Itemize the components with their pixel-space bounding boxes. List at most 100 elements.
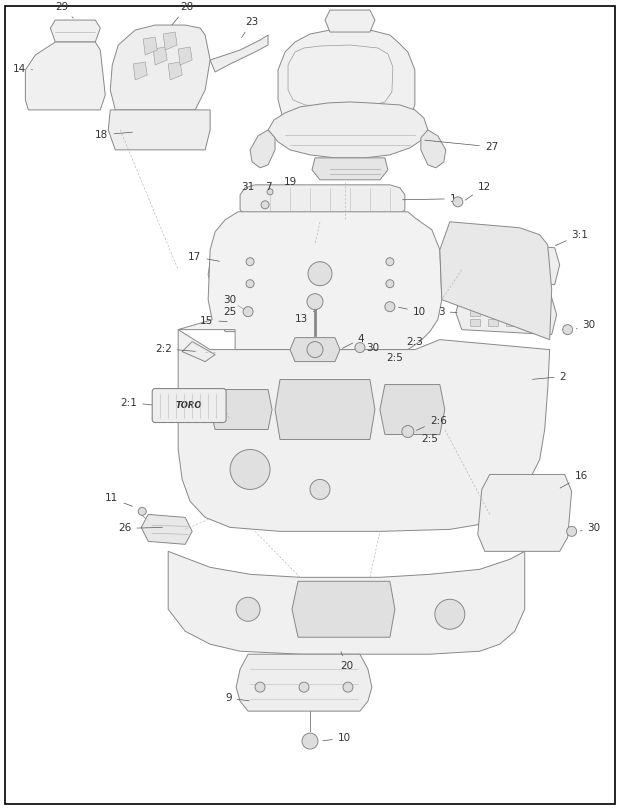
Bar [512,248,521,256]
Circle shape [230,450,270,489]
Polygon shape [478,474,572,552]
Text: 16: 16 [560,472,588,488]
Bar [506,309,516,316]
Bar [512,259,521,265]
Polygon shape [221,311,262,332]
Circle shape [246,280,254,288]
Text: 2:1: 2:1 [120,397,156,408]
Text: 17: 17 [188,252,219,262]
Circle shape [236,597,260,621]
Polygon shape [380,384,445,434]
Circle shape [307,341,323,358]
Text: 2:3: 2:3 [407,337,423,346]
Bar [470,299,480,306]
Text: 27: 27 [425,140,498,152]
Polygon shape [210,35,268,72]
Circle shape [255,682,265,693]
Polygon shape [292,582,395,637]
Polygon shape [178,47,192,65]
Polygon shape [268,102,428,158]
Bar [512,269,521,276]
Text: 30: 30 [224,294,237,305]
Polygon shape [182,341,215,362]
Bar [488,309,498,316]
Text: 2:5: 2:5 [386,353,404,362]
Text: eReplacementParts.com: eReplacementParts.com [216,403,404,417]
Polygon shape [153,47,167,65]
Text: TORO: TORO [176,401,202,410]
Bar [488,319,498,326]
Polygon shape [108,110,210,150]
Polygon shape [421,130,446,167]
Bar [529,259,539,265]
Circle shape [385,302,395,311]
Text: 2:5: 2:5 [422,434,438,444]
Polygon shape [440,222,552,340]
Text: 4: 4 [342,333,365,349]
Text: 20: 20 [340,652,353,671]
Polygon shape [163,32,177,50]
Circle shape [243,307,253,316]
Text: 19: 19 [283,177,296,187]
Circle shape [567,527,577,536]
Text: 10: 10 [399,307,426,316]
Text: 1: 1 [402,194,456,204]
Polygon shape [210,390,272,430]
Text: 9: 9 [225,693,249,703]
Polygon shape [275,379,375,439]
Polygon shape [110,25,210,110]
Polygon shape [141,515,192,544]
Text: 2:6: 2:6 [417,416,447,430]
Polygon shape [168,62,182,80]
Circle shape [453,197,463,207]
Circle shape [302,733,318,749]
Text: 14: 14 [12,64,33,74]
Text: 18: 18 [95,130,133,140]
Bar [506,319,516,326]
Circle shape [402,426,414,438]
Text: 28: 28 [172,2,193,25]
Polygon shape [240,184,405,220]
Text: 13: 13 [295,309,317,324]
Circle shape [267,188,273,195]
FancyBboxPatch shape [152,388,226,422]
Bar [494,269,503,276]
Bar [494,248,503,256]
Circle shape [355,343,365,353]
Polygon shape [312,158,388,180]
Circle shape [310,480,330,499]
Text: 10: 10 [323,733,351,743]
Circle shape [563,324,573,335]
Bar [494,259,503,265]
Bar [476,248,485,256]
Bar [524,319,534,326]
Text: 31: 31 [241,182,255,192]
Polygon shape [178,212,442,349]
Text: 3: 3 [438,307,457,316]
Text: 29: 29 [55,2,73,18]
Text: 30: 30 [580,523,601,533]
Bar [524,309,534,316]
Text: 2: 2 [533,371,566,382]
Polygon shape [25,42,105,110]
Circle shape [261,201,269,209]
Polygon shape [278,29,415,134]
Circle shape [308,262,332,286]
Circle shape [386,258,394,265]
Polygon shape [133,62,147,80]
Polygon shape [325,10,375,32]
Text: 26: 26 [118,523,162,533]
Polygon shape [250,130,275,167]
Circle shape [138,507,146,515]
Bar [529,248,539,256]
Text: 25: 25 [223,307,237,316]
Bar [470,319,480,326]
Text: 30: 30 [577,320,596,329]
Polygon shape [283,298,385,318]
Polygon shape [178,329,550,532]
Polygon shape [50,20,100,42]
Circle shape [435,599,465,629]
Circle shape [307,294,323,310]
Circle shape [386,280,394,288]
Bar [506,299,516,306]
